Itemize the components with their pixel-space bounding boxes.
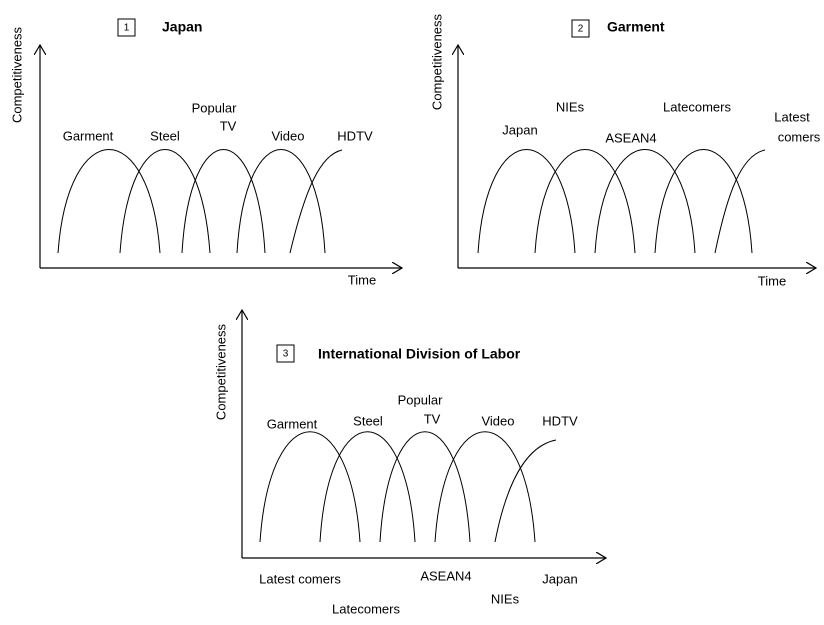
- curve: [57, 149, 161, 254]
- curves: [57, 149, 343, 254]
- curve-label: Steel: [150, 128, 180, 143]
- curve-label: Popular: [192, 100, 237, 115]
- curve: [119, 149, 211, 254]
- curve-label: Video: [271, 128, 304, 143]
- axis-label: NIEs: [491, 591, 520, 606]
- curve: [319, 431, 416, 543]
- curve: [181, 149, 266, 254]
- curve-label: Latest: [774, 109, 810, 124]
- y-label: Competitiveness: [9, 26, 24, 123]
- curve: [594, 149, 696, 254]
- y-label: Competitiveness: [213, 323, 228, 420]
- axis-label: ASEAN4: [420, 568, 471, 583]
- curve-label: TV: [220, 118, 237, 133]
- curve-label: Garment: [63, 128, 114, 143]
- axis-label: Japan: [542, 571, 577, 586]
- curves: [259, 431, 557, 543]
- curve-label: comers: [778, 129, 821, 144]
- curve-label: Japan: [502, 122, 537, 137]
- number-box: [276, 344, 295, 363]
- curve-label: Steel: [353, 413, 383, 428]
- curve: [379, 431, 471, 543]
- curve-label: HDTV: [542, 413, 578, 428]
- panel-title: Garment: [607, 19, 665, 35]
- curve: [434, 431, 536, 543]
- curve-label: Garment: [267, 416, 318, 431]
- panel-number: 1: [124, 23, 130, 34]
- curve: [534, 149, 636, 254]
- x-label: Time: [348, 272, 376, 287]
- curves: [477, 149, 766, 254]
- curve-label: NIEs: [556, 99, 585, 114]
- panel-number: 2: [578, 24, 584, 35]
- curve: [236, 149, 326, 254]
- curve-label: Popular: [398, 392, 443, 407]
- panel-title: International Division of Labor: [318, 346, 521, 362]
- panel-title: Japan: [162, 19, 202, 35]
- panel-1: Competitiveness Time 1 Japan Garment Ste…: [9, 18, 402, 287]
- curve: [654, 149, 753, 254]
- curve-label: ASEAN4: [605, 130, 656, 145]
- curve-label: Video: [481, 413, 514, 428]
- number-box: [117, 18, 136, 37]
- curve-label: HDTV: [337, 128, 373, 143]
- curve: [714, 149, 766, 254]
- panel-2: Competitiveness Time 2 Garment Japan NIE…: [429, 13, 820, 288]
- number-box: [571, 19, 590, 38]
- curve: [477, 149, 576, 254]
- curve-label: TV: [424, 411, 441, 426]
- curve: [494, 439, 557, 543]
- curve: [259, 431, 361, 543]
- panel-3: Competitiveness 3 International Division…: [213, 310, 606, 616]
- x-label: Time: [758, 273, 786, 288]
- panel-number: 3: [283, 349, 289, 360]
- axis-label: Latest comers: [259, 571, 341, 586]
- axis-label: Latecomers: [332, 601, 400, 616]
- curve: [289, 149, 343, 254]
- curve-label: Latecomers: [663, 99, 731, 114]
- y-label: Competitiveness: [429, 13, 444, 110]
